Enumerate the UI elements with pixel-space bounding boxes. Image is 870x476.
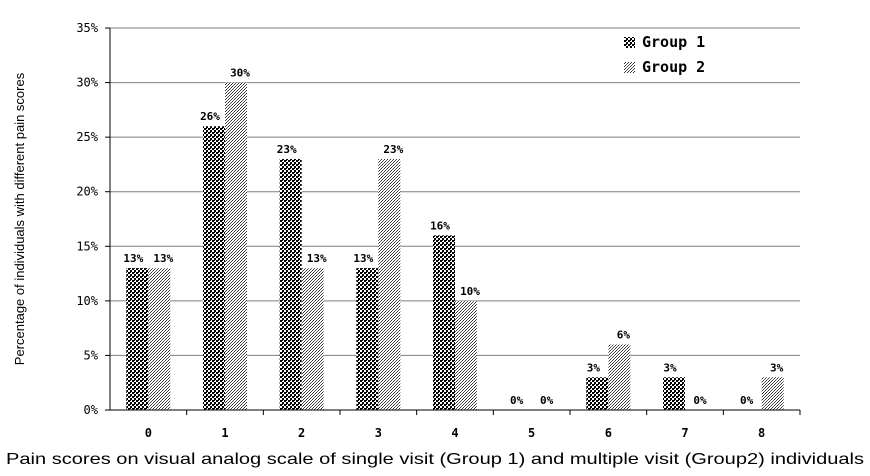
bar-group-1	[663, 377, 685, 410]
x-tick-label: 8	[758, 426, 765, 440]
x-tick-label: 0	[145, 426, 152, 440]
bar-group-2	[301, 268, 324, 410]
y-tick-label: 20%	[76, 185, 98, 199]
bars	[126, 82, 784, 411]
x-tick-label: 4	[451, 426, 458, 440]
bar-group-1	[279, 158, 302, 410]
x-tick-label: 2	[298, 426, 305, 440]
x-tick-label: 5	[528, 426, 535, 440]
x-axis-label: Pain scores on visual analog scale of si…	[6, 451, 864, 468]
data-label: 13%	[123, 252, 143, 265]
y-axis-ticks: 0% 5% 10% 15% 20% 25% 30% 35%	[76, 21, 110, 417]
legend-label: Group 1	[642, 33, 705, 51]
bar-group-1	[586, 377, 609, 410]
bar-group-2	[761, 377, 784, 410]
bar-group-1	[203, 126, 225, 410]
y-tick-label: 25%	[76, 130, 98, 144]
bar-group-2	[455, 300, 477, 410]
data-labels: 13% 13% 26% 30% 23% 13% 13% 23% 16% 10% 0% 0% 3% 6% 3%…	[123, 67, 783, 407]
y-axis-label: Percentage of individuals with different…	[12, 72, 27, 365]
data-label: 0%	[540, 394, 554, 407]
y-tick-label: 30%	[76, 76, 98, 90]
legend: Group 1 Group 2	[624, 33, 705, 76]
data-label: 3%	[587, 361, 601, 374]
data-label: 0%	[693, 394, 707, 407]
x-tick-label: 3	[375, 426, 382, 440]
y-tick-label: 10%	[76, 294, 98, 308]
x-tick-label: 7	[681, 426, 688, 440]
data-label: 10%	[460, 285, 480, 298]
data-label: 13%	[307, 252, 327, 265]
y-tick-label: 15%	[76, 239, 98, 253]
bar-group-1	[126, 268, 149, 410]
bar-group-1	[433, 235, 455, 410]
data-label: 16%	[430, 219, 450, 232]
data-label: 13%	[153, 252, 173, 265]
bar-group-2	[225, 82, 247, 411]
data-label: 13%	[353, 252, 373, 265]
y-tick-label: 0%	[84, 403, 99, 417]
x-tick-label: 1	[221, 426, 228, 440]
data-label: 6%	[617, 329, 631, 342]
data-label: 23%	[277, 143, 297, 156]
data-label: 26%	[200, 110, 220, 123]
data-label: 23%	[383, 143, 403, 156]
x-tick-label: 6	[605, 426, 612, 440]
data-label: 30%	[230, 67, 250, 80]
legend-swatch	[624, 62, 635, 73]
data-label: 3%	[770, 361, 784, 374]
legend-swatch	[624, 37, 635, 48]
data-label: 0%	[740, 394, 754, 407]
x-axis-ticks: 0 1 2 3 4 5 6 7 8	[145, 410, 801, 440]
bar-group-2	[148, 268, 171, 410]
data-label: 3%	[663, 361, 677, 374]
data-label: 0%	[510, 394, 524, 407]
y-tick-label: 35%	[76, 21, 98, 35]
bar-group-2	[608, 344, 631, 410]
bar-group-1	[356, 268, 379, 410]
y-tick-label: 5%	[84, 348, 99, 362]
bar-group-2	[378, 158, 401, 410]
legend-label: Group 2	[642, 58, 705, 76]
